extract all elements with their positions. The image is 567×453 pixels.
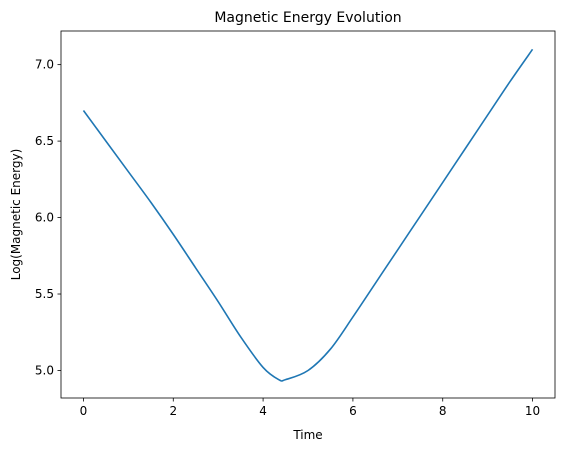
x-tick-label: 2 bbox=[169, 404, 177, 418]
y-tick-label: 6.5 bbox=[35, 134, 54, 148]
y-tick-label: 6.0 bbox=[35, 211, 54, 225]
x-axis-label: Time bbox=[292, 428, 322, 442]
x-axis: 0 2 4 6 8 10 bbox=[80, 398, 540, 418]
chart-title: Magnetic Energy Evolution bbox=[214, 10, 401, 26]
y-tick-label: 5.0 bbox=[35, 363, 54, 377]
x-tick-label: 6 bbox=[349, 404, 357, 418]
y-axis: 5.0 5.5 6.0 6.5 7.0 bbox=[35, 58, 61, 377]
x-tick-label: 4 bbox=[259, 404, 267, 418]
x-tick-label: 8 bbox=[439, 404, 447, 418]
plot-frame bbox=[60, 30, 556, 399]
y-tick-label: 7.0 bbox=[35, 58, 54, 72]
y-axis-label: Log(Magnetic Energy) bbox=[9, 149, 23, 281]
x-tick-label: 0 bbox=[80, 404, 88, 418]
series-layer bbox=[82, 48, 534, 382]
x-tick-label: 10 bbox=[525, 404, 540, 418]
y-tick-label: 5.5 bbox=[35, 287, 54, 301]
series-line bbox=[82, 48, 534, 382]
